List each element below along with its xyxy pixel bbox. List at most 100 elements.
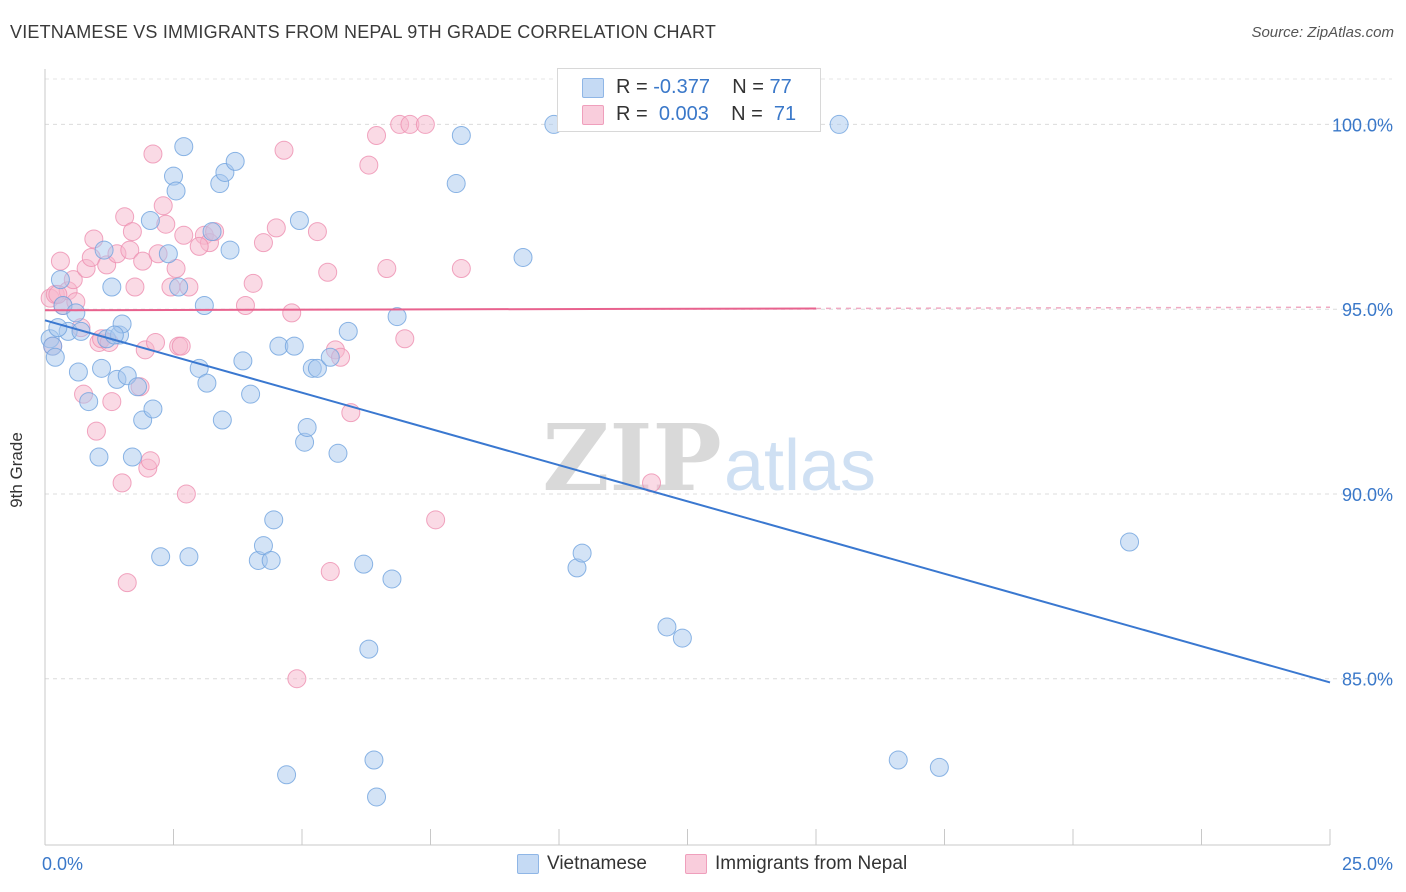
grid-lines <box>45 78 1392 680</box>
point-nepal <box>174 225 194 245</box>
chart-title: VIETNAMESE VS IMMIGRANTS FROM NEPAL 9TH … <box>10 22 717 42</box>
point-nepal <box>307 222 327 242</box>
point-nepal <box>171 336 191 356</box>
tick-labels: 100.0% 95.0% 90.0% 85.0% 0.0% 25.0% <box>42 115 1393 874</box>
trend-lines <box>44 306 1331 684</box>
point-vietnamese <box>307 358 327 378</box>
point-nepal <box>115 207 135 227</box>
point-vietnamese <box>277 765 297 785</box>
trend-line-vietnamese <box>44 319 1331 684</box>
y-tick-label: 85.0% <box>1342 670 1393 690</box>
point-vietnamese <box>158 244 178 264</box>
legend-swatch-vietnamese <box>582 78 604 98</box>
point-nepal <box>153 196 173 216</box>
point-vietnamese <box>68 362 88 382</box>
y-tick-label: 100.0% <box>1332 115 1393 135</box>
point-vietnamese <box>382 569 402 589</box>
point-vietnamese <box>202 222 222 242</box>
point-nepal <box>176 484 196 504</box>
point-vietnamese <box>151 547 171 567</box>
point-nepal <box>415 114 435 134</box>
r-label: R = <box>616 103 648 125</box>
n-value: 71 <box>773 103 797 125</box>
point-nepal <box>243 273 263 293</box>
point-nepal <box>112 473 132 493</box>
point-vietnamese <box>197 373 217 393</box>
trend-line-nepal <box>44 307 817 312</box>
point-vietnamese <box>179 547 199 567</box>
source-credit: Source: ZipAtlas.com <box>1251 24 1394 41</box>
point-nepal <box>426 510 446 530</box>
point-vietnamese <box>672 628 692 648</box>
point-vietnamese <box>45 347 65 367</box>
point-nepal <box>133 251 153 271</box>
series-vietnamese-points <box>40 114 1140 807</box>
point-vietnamese <box>264 510 284 530</box>
point-vietnamese <box>128 377 148 397</box>
y-tick-label: 90.0% <box>1342 485 1393 505</box>
series-nepal-points <box>40 114 662 689</box>
point-vietnamese <box>225 151 245 171</box>
point-nepal <box>117 573 137 593</box>
point-vietnamese <box>657 617 677 637</box>
point-vietnamese <box>169 277 189 297</box>
bottom-legend-swatch-nepal <box>685 854 707 874</box>
point-vietnamese <box>289 211 309 231</box>
trend-line-nepal-extension <box>815 306 1331 310</box>
n-label: N = <box>731 103 763 125</box>
point-vietnamese <box>451 126 471 146</box>
point-nepal <box>266 218 286 238</box>
point-vietnamese <box>354 554 374 574</box>
point-vietnamese <box>888 750 908 770</box>
x-tick-label-max: 25.0% <box>1342 854 1393 874</box>
point-vietnamese <box>212 410 232 430</box>
point-vietnamese <box>829 114 849 134</box>
point-nepal <box>359 155 379 175</box>
legend-text-vietnamese: R = -0.377 N = 77 <box>616 75 792 99</box>
point-nepal <box>367 126 387 146</box>
r-value: 0.003 <box>658 103 709 125</box>
correlation-legend: R = -0.377 N = 77 R = 0.003 N = 71 <box>557 68 821 132</box>
point-vietnamese <box>297 417 317 437</box>
point-vietnamese <box>143 399 163 419</box>
point-nepal <box>166 259 186 279</box>
n-value: 77 <box>769 76 792 98</box>
point-nepal <box>274 140 294 160</box>
point-vietnamese <box>261 550 281 570</box>
point-vietnamese <box>513 247 533 267</box>
point-vietnamese <box>89 447 109 467</box>
watermark-atlas: atlas <box>724 426 876 506</box>
point-vietnamese <box>102 277 122 297</box>
point-nepal <box>235 295 255 315</box>
point-vietnamese <box>359 639 379 659</box>
point-vietnamese <box>284 336 304 356</box>
point-nepal <box>451 259 471 279</box>
point-vietnamese <box>387 307 407 327</box>
watermark: ZIP atlas <box>542 404 876 512</box>
point-vietnamese <box>446 174 466 194</box>
point-vietnamese <box>79 392 99 412</box>
y-tick-label: 95.0% <box>1342 300 1393 320</box>
point-nepal <box>318 262 338 282</box>
r-value: -0.377 <box>653 76 710 98</box>
point-nepal <box>143 144 163 164</box>
point-nepal <box>253 233 273 253</box>
point-vietnamese <box>364 750 384 770</box>
point-nepal <box>122 222 142 242</box>
bottom-legend-swatch-vietnamese <box>517 854 539 874</box>
point-vietnamese <box>241 384 261 404</box>
point-vietnamese <box>94 240 114 260</box>
point-vietnamese <box>220 240 240 260</box>
point-vietnamese <box>328 443 348 463</box>
legend-swatch-nepal <box>582 105 604 125</box>
x-tick-label-min: 0.0% <box>42 854 83 874</box>
point-vietnamese <box>122 447 142 467</box>
point-vietnamese <box>572 543 592 563</box>
point-vietnamese <box>140 211 160 231</box>
bottom-legend-label-nepal: Immigrants from Nepal <box>715 853 908 874</box>
point-nepal <box>320 562 340 582</box>
axes <box>44 69 1331 846</box>
point-vietnamese <box>50 270 70 290</box>
point-vietnamese <box>367 787 387 807</box>
